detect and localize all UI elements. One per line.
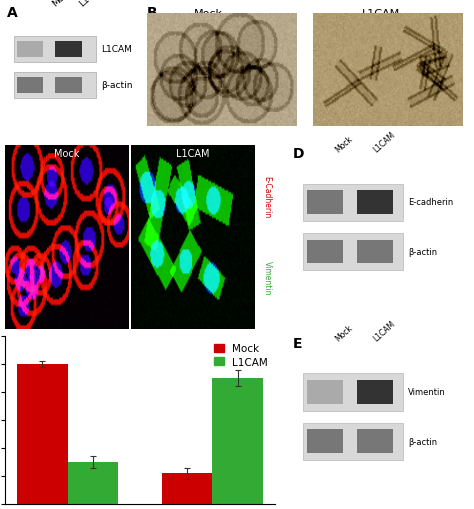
Text: A: A xyxy=(7,7,18,20)
Bar xyxy=(68,462,118,504)
Text: Mock: Mock xyxy=(334,134,355,154)
Text: L1CAM: L1CAM xyxy=(77,0,106,9)
Text: Mock: Mock xyxy=(194,9,223,19)
FancyBboxPatch shape xyxy=(55,77,82,94)
Legend: Mock, L1CAM: Mock, L1CAM xyxy=(211,342,270,369)
Text: Mock: Mock xyxy=(334,323,355,343)
FancyBboxPatch shape xyxy=(307,191,343,215)
Text: Vimentin: Vimentin xyxy=(263,261,272,295)
Text: B: B xyxy=(146,7,157,20)
FancyBboxPatch shape xyxy=(14,37,97,63)
FancyBboxPatch shape xyxy=(307,380,343,404)
Text: β-actin: β-actin xyxy=(408,247,437,257)
Text: L1CAM: L1CAM xyxy=(362,9,401,19)
FancyBboxPatch shape xyxy=(357,191,393,215)
FancyBboxPatch shape xyxy=(357,430,393,453)
Text: Vimentin: Vimentin xyxy=(408,387,446,396)
FancyBboxPatch shape xyxy=(357,380,393,404)
Text: E-Cadherin: E-Cadherin xyxy=(263,176,272,218)
Text: β-actin: β-actin xyxy=(101,80,133,90)
Text: C: C xyxy=(8,147,18,161)
FancyBboxPatch shape xyxy=(303,374,402,411)
Text: L1CAM: L1CAM xyxy=(101,45,132,54)
Text: Mock: Mock xyxy=(54,149,79,159)
Text: L1CAM: L1CAM xyxy=(176,149,209,159)
Text: β-actin: β-actin xyxy=(408,437,437,446)
Text: D: D xyxy=(292,147,304,161)
Bar xyxy=(212,378,263,504)
FancyBboxPatch shape xyxy=(17,77,43,94)
FancyBboxPatch shape xyxy=(14,73,97,99)
Bar xyxy=(162,473,212,504)
FancyBboxPatch shape xyxy=(307,240,343,264)
FancyBboxPatch shape xyxy=(303,422,402,460)
FancyBboxPatch shape xyxy=(357,240,393,264)
Text: L1CAM: L1CAM xyxy=(372,319,397,343)
FancyBboxPatch shape xyxy=(303,184,402,221)
Text: L1CAM: L1CAM xyxy=(372,130,397,154)
FancyBboxPatch shape xyxy=(303,233,402,270)
Bar xyxy=(17,364,68,504)
Text: Mock: Mock xyxy=(51,0,74,9)
FancyBboxPatch shape xyxy=(55,42,82,58)
FancyBboxPatch shape xyxy=(17,42,43,58)
Text: E: E xyxy=(292,336,302,350)
FancyBboxPatch shape xyxy=(307,430,343,453)
Text: E-cadherin: E-cadherin xyxy=(408,197,453,207)
